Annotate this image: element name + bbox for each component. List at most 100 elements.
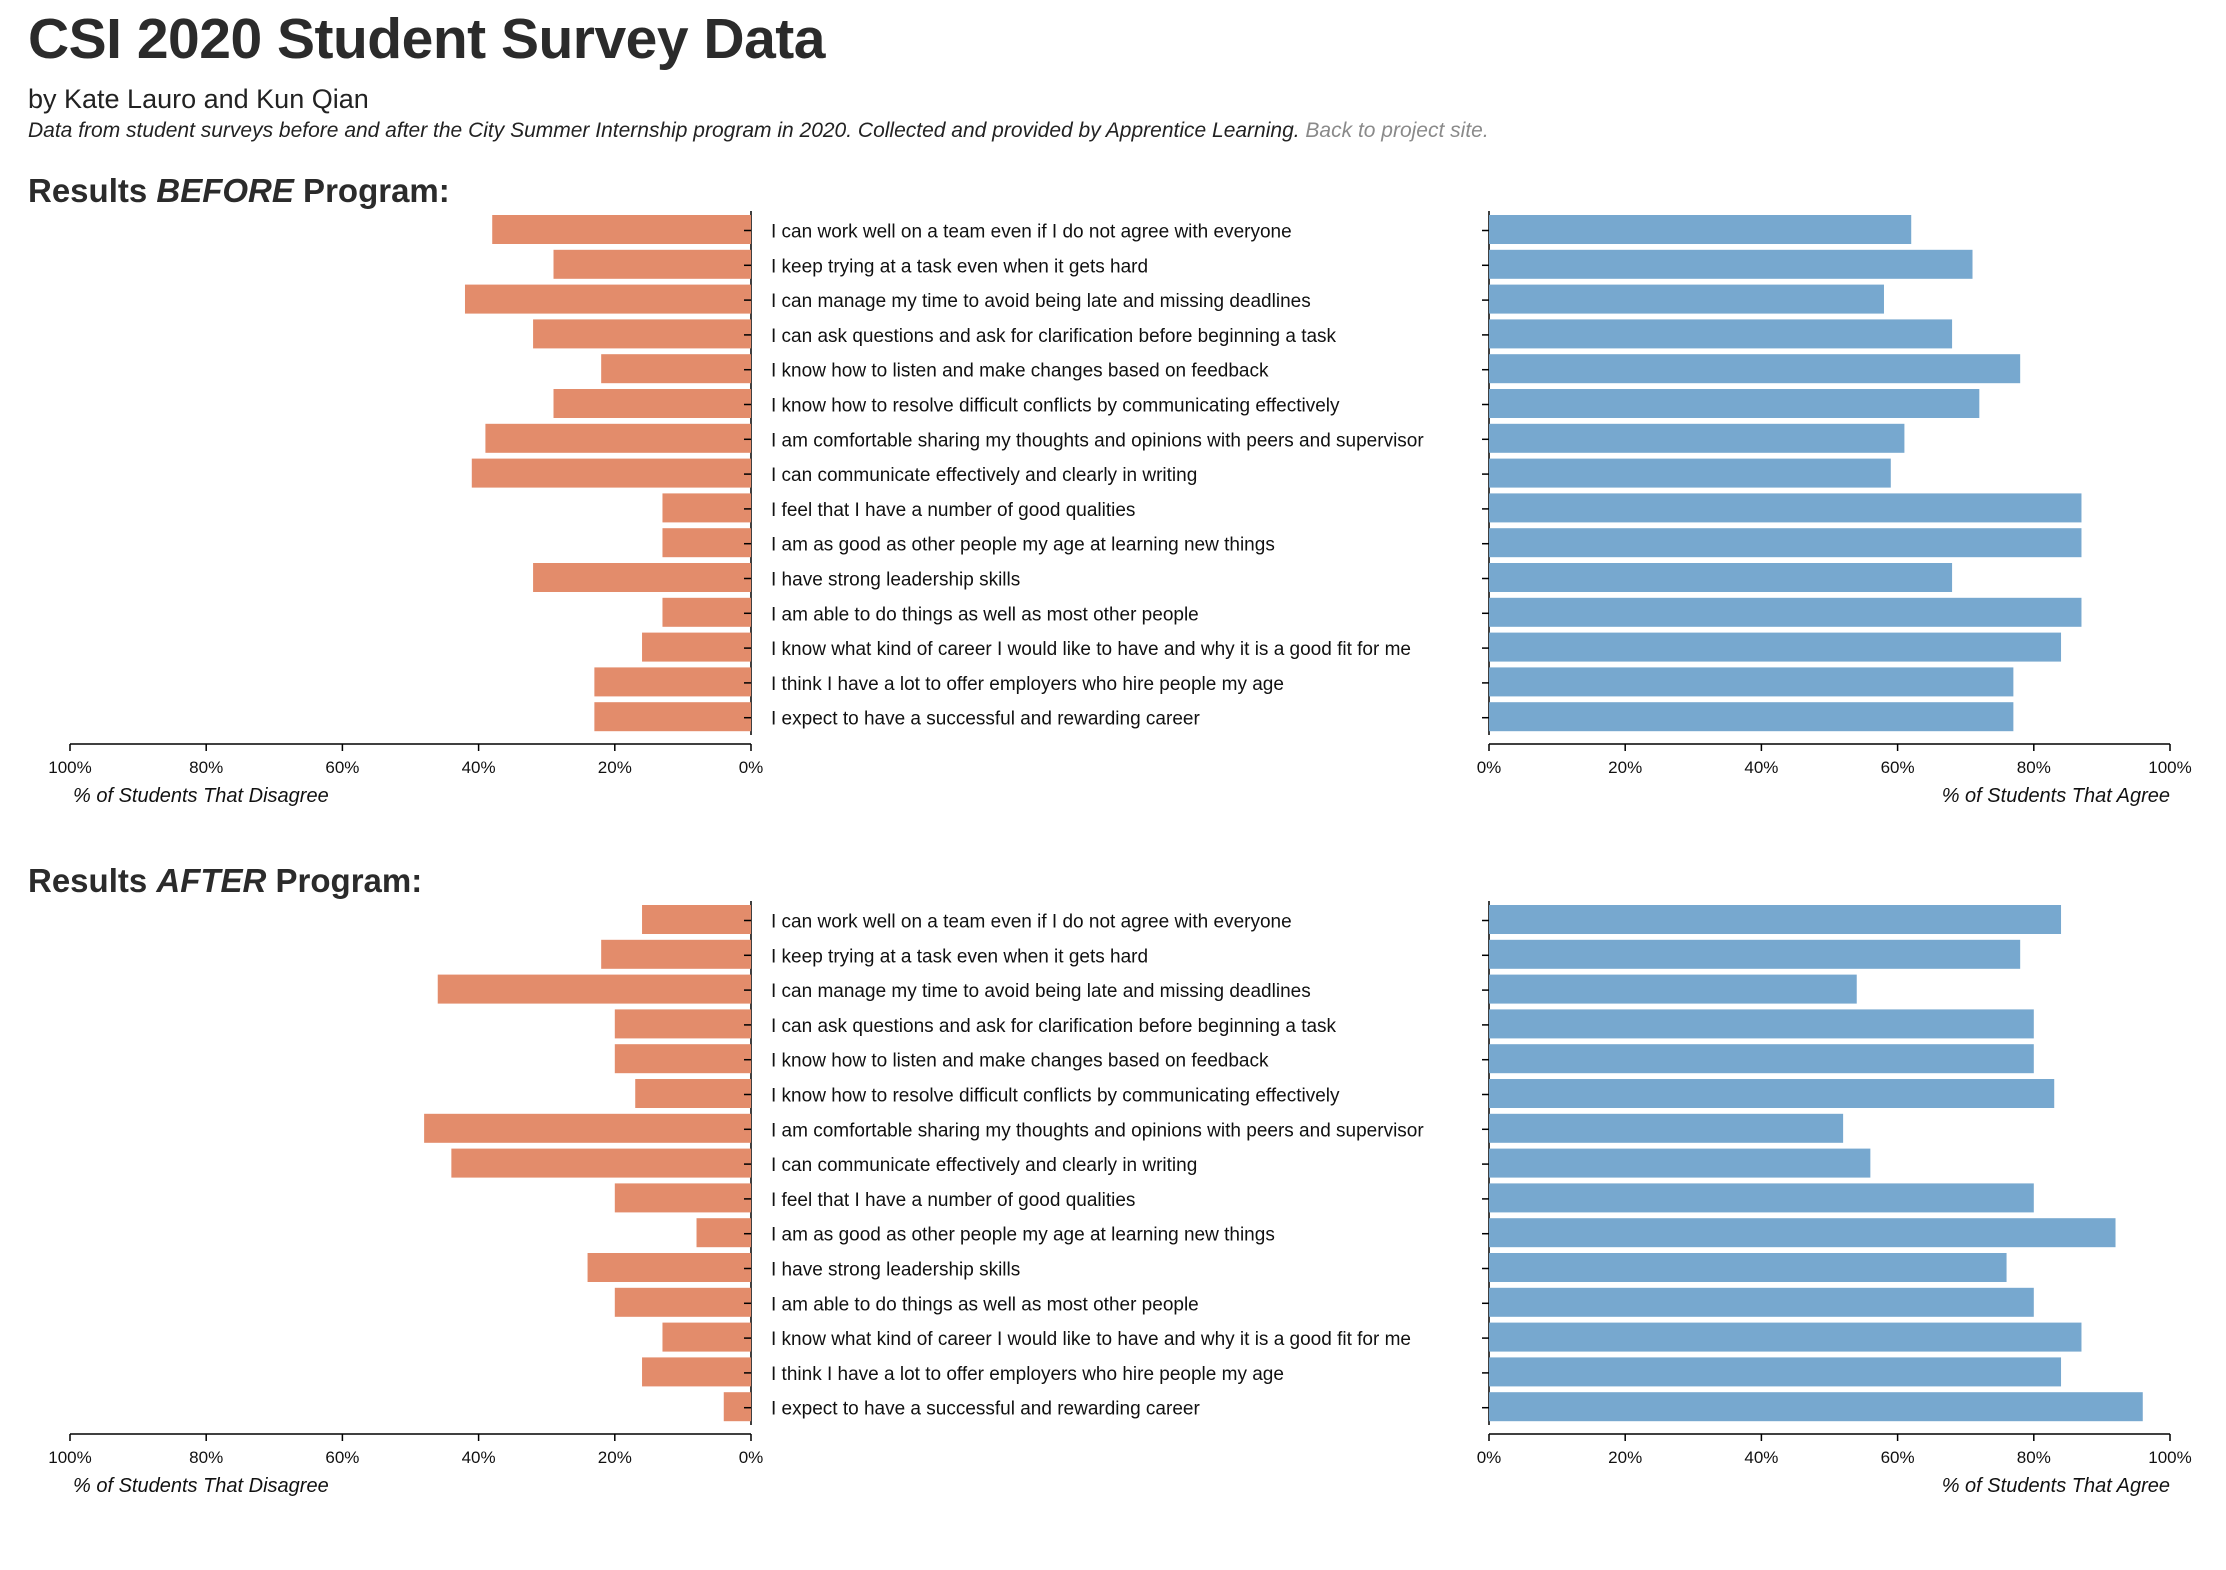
agree-bar <box>1489 493 2082 523</box>
agree-bar <box>1489 1392 2143 1422</box>
agree-bar <box>1489 563 1953 592</box>
disagree-bar <box>614 1044 751 1074</box>
agree-bar <box>1489 319 1953 349</box>
section-title-after: Results AFTER Program: <box>28 862 422 900</box>
agree-bar <box>1489 284 1884 314</box>
question-label: I keep trying at a task even when it get… <box>771 256 1148 277</box>
question-label: I can work well on a team even if I do n… <box>771 222 1292 243</box>
x-tick-label: 100% <box>2148 1448 2191 1467</box>
disagree-bar <box>642 905 751 934</box>
section-suffix: Program: <box>266 862 423 899</box>
question-label: I can ask questions and ask for clarific… <box>771 326 1337 347</box>
question-label: I am able to do things as well as most o… <box>771 604 1199 625</box>
disagree-bar <box>594 667 751 697</box>
agree-bar <box>1489 1253 2007 1282</box>
section-emphasis: BEFORE <box>156 172 294 209</box>
disagree-bar <box>642 632 751 662</box>
disagree-bar <box>553 389 751 418</box>
x-tick-label: 100% <box>2148 758 2191 777</box>
disagree-bar <box>662 1322 751 1352</box>
x-tick-label: 60% <box>1881 1448 1915 1467</box>
x-tick-label: 40% <box>1744 1448 1778 1467</box>
x-tick-label: 80% <box>189 758 223 777</box>
agree-bar <box>1489 1322 2082 1352</box>
question-label: I can work well on a team even if I do n… <box>771 912 1292 933</box>
x-tick-label: 80% <box>189 1448 223 1467</box>
description-text: Data from student surveys before and aft… <box>28 119 1300 142</box>
x-tick-label: 80% <box>2017 758 2051 777</box>
chart-after: I can work well on a team even if I do n… <box>48 901 2192 1497</box>
x-axis-title-disagree: % of Students That Disagree <box>73 1475 329 1497</box>
section-prefix: Results <box>28 172 157 209</box>
x-tick-label: 20% <box>598 1448 632 1467</box>
x-axis-title-agree: % of Students That Agree <box>1942 1475 2170 1497</box>
x-tick-label: 60% <box>325 1448 359 1467</box>
agree-bar <box>1489 215 1912 244</box>
agree-bar <box>1489 702 2014 732</box>
question-label: I keep trying at a task even when it get… <box>771 946 1148 967</box>
disagree-bar <box>614 1009 751 1039</box>
agree-bar <box>1489 1357 2062 1387</box>
disagree-bar <box>723 1392 751 1422</box>
agree-bar <box>1489 632 2062 662</box>
disagree-bar <box>485 423 751 453</box>
agree-bar <box>1489 389 1980 418</box>
question-label: I can communicate effectively and clearl… <box>771 465 1197 486</box>
agree-bar <box>1489 1079 2055 1108</box>
question-label: I expect to have a successful and reward… <box>771 709 1200 730</box>
agree-bar <box>1489 905 2062 934</box>
question-label: I can manage my time to avoid being late… <box>771 981 1311 1002</box>
agree-bar <box>1489 1113 1844 1143</box>
disagree-bar <box>464 284 751 314</box>
disagree-bar <box>635 1079 751 1108</box>
question-label: I am comfortable sharing my thoughts and… <box>771 430 1424 451</box>
disagree-bar <box>601 354 751 384</box>
question-label: I know how to resolve difficult conflict… <box>771 1086 1340 1107</box>
section-title-before: Results BEFORE Program: <box>28 172 450 210</box>
x-tick-label: 60% <box>325 758 359 777</box>
disagree-bar <box>662 597 751 627</box>
question-label: I can ask questions and ask for clarific… <box>771 1016 1337 1037</box>
disagree-bar <box>424 1113 751 1143</box>
x-tick-label: 40% <box>462 758 496 777</box>
question-label: I know how to listen and make changes ba… <box>771 1051 1269 1072</box>
x-axis-title-agree: % of Students That Agree <box>1942 785 2170 807</box>
agree-bar <box>1489 939 2021 969</box>
question-label: I am able to do things as well as most o… <box>771 1294 1199 1315</box>
question-label: I am as good as other people my age at l… <box>771 535 1275 556</box>
disagree-bar <box>662 528 751 558</box>
agree-bar <box>1489 1218 2116 1248</box>
question-label: I can manage my time to avoid being late… <box>771 291 1311 312</box>
disagree-bar <box>451 1148 751 1178</box>
agree-bar <box>1489 1148 1871 1178</box>
agree-bar <box>1489 458 1891 488</box>
disagree-bar <box>601 939 751 969</box>
disagree-bar <box>614 1287 751 1317</box>
question-label: I am comfortable sharing my thoughts and… <box>771 1120 1424 1141</box>
back-to-project-link[interactable]: Back to project site. <box>1305 119 1489 142</box>
x-tick-label: 0% <box>739 758 764 777</box>
agree-bar <box>1489 1044 2034 1074</box>
agree-bar <box>1489 974 1857 1004</box>
agree-bar <box>1489 249 1973 279</box>
disagree-bar <box>696 1218 751 1248</box>
x-tick-label: 40% <box>462 1448 496 1467</box>
chart-before: I can work well on a team even if I do n… <box>48 211 2192 807</box>
x-tick-label: 80% <box>2017 1448 2051 1467</box>
x-tick-label: 20% <box>1608 758 1642 777</box>
x-tick-label: 0% <box>1477 1448 1502 1467</box>
description-line: Data from student surveys before and aft… <box>28 119 1489 143</box>
agree-bar <box>1489 667 2014 697</box>
agree-bar <box>1489 423 1905 453</box>
page: CSI 2020 Student Survey Data by Kate Lau… <box>28 7 2192 1497</box>
disagree-bar <box>662 493 751 523</box>
authors-line: by Kate Lauro and Kun Qian <box>28 84 369 114</box>
question-label: I have strong leadership skills <box>771 570 1020 591</box>
question-label: I feel that I have a number of good qual… <box>771 500 1135 521</box>
x-tick-label: 60% <box>1881 758 1915 777</box>
question-label: I know what kind of career I would like … <box>771 639 1411 660</box>
page-title: CSI 2020 Student Survey Data <box>28 7 825 71</box>
question-label: I am as good as other people my age at l… <box>771 1225 1275 1246</box>
agree-bar <box>1489 1009 2034 1039</box>
section-suffix: Program: <box>293 172 450 209</box>
